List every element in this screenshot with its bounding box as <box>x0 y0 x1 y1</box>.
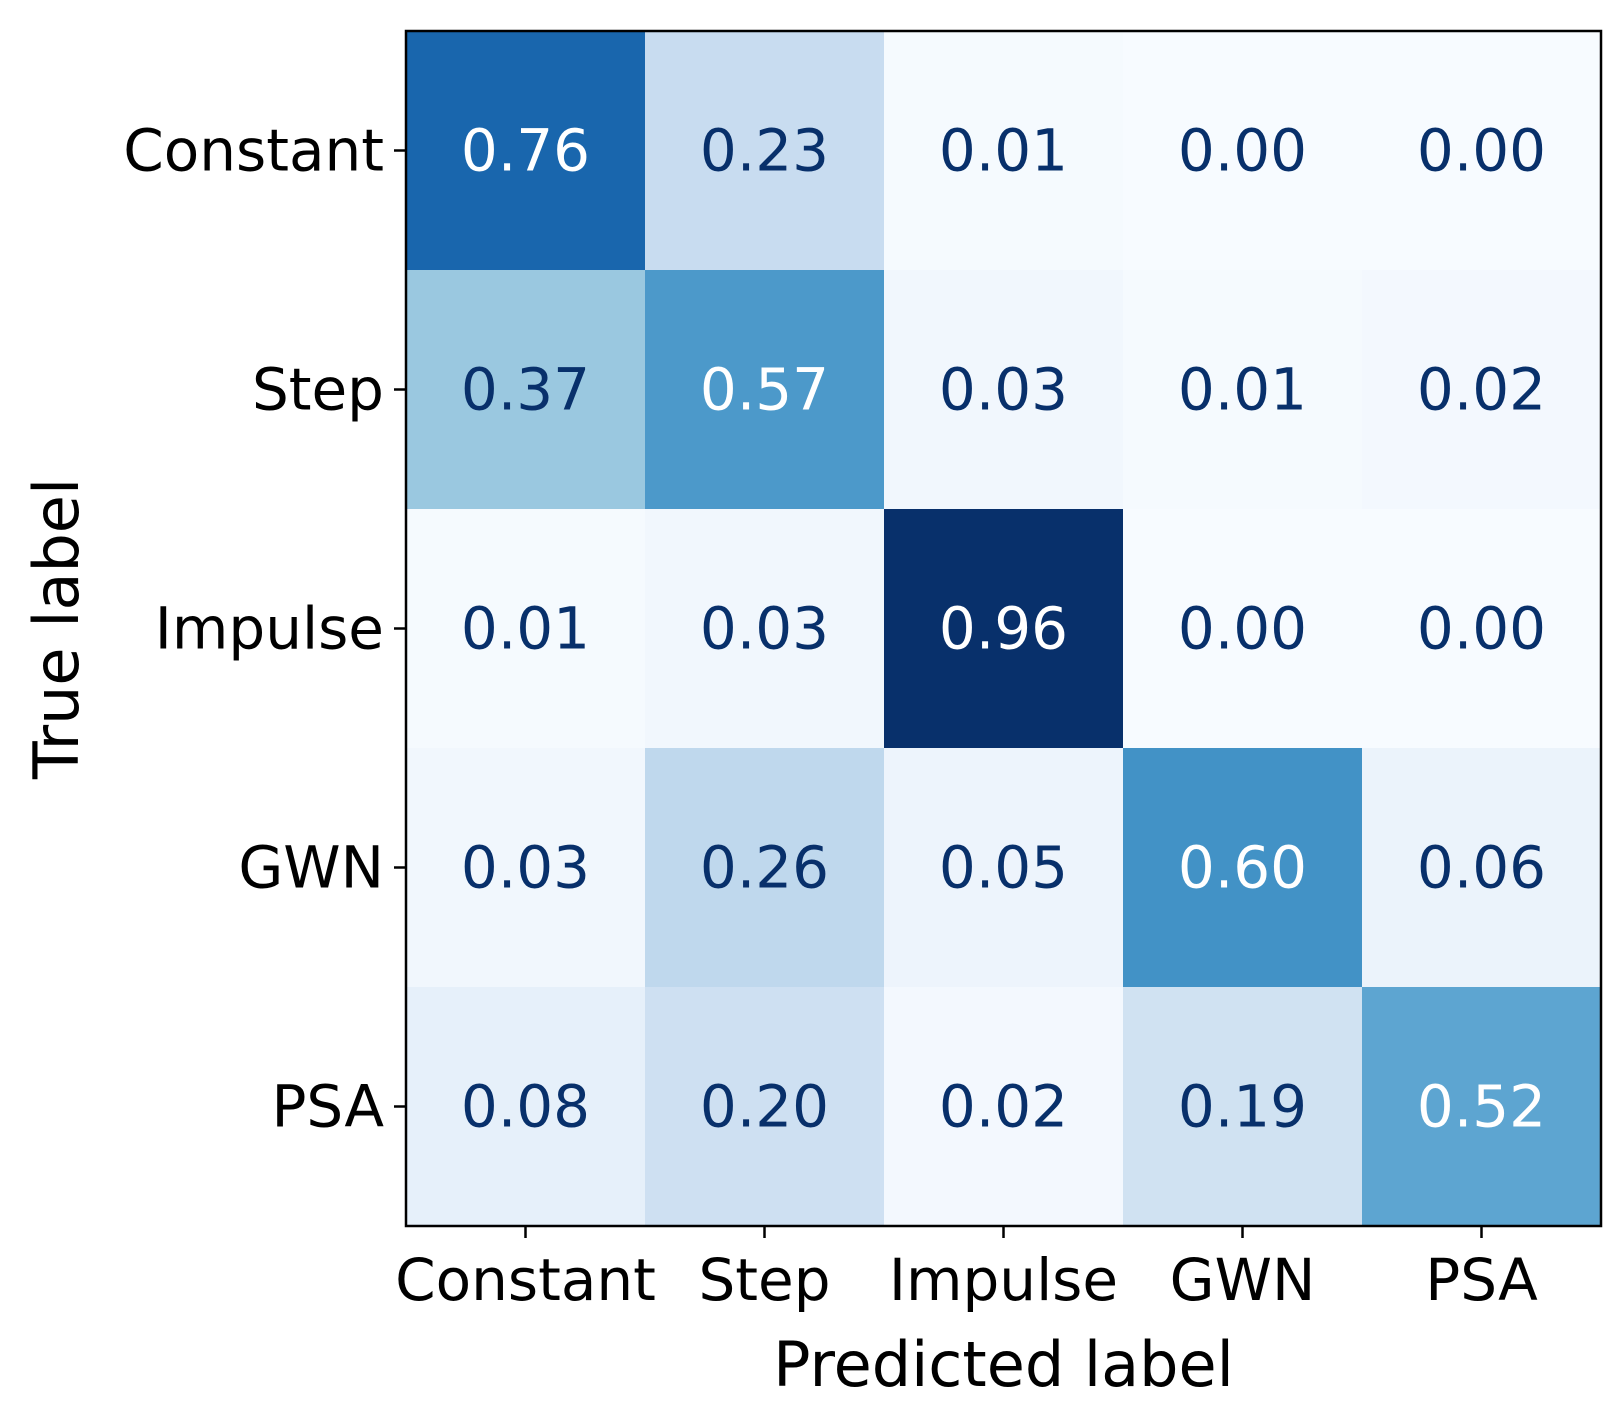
y-tick-label: Impulse <box>155 595 384 663</box>
cell-value-label: 0.01 <box>939 117 1068 185</box>
cell-value-label: 0.03 <box>939 356 1068 424</box>
heatmap-cell <box>1123 987 1363 1227</box>
heatmap-cell <box>1362 748 1602 988</box>
y-tick-label: PSA <box>271 1073 384 1141</box>
cell-value-label: 0.76 <box>461 117 590 185</box>
cell-value-label: 0.05 <box>939 834 1068 902</box>
cell-value-label: 0.00 <box>1417 595 1546 663</box>
heatmap-cell <box>645 509 885 749</box>
cell-value-label: 0.60 <box>1178 834 1307 902</box>
cell-value-label: 0.06 <box>1417 834 1546 902</box>
y-tick-label: Constant <box>123 117 384 185</box>
cell-value-label: 0.52 <box>1417 1073 1546 1141</box>
heatmap-cell <box>406 987 646 1227</box>
cell-value-label: 0.01 <box>1178 356 1307 424</box>
y-tick-label: Step <box>252 356 384 424</box>
heatmap-cell <box>884 509 1124 749</box>
x-tick-label: PSA <box>1425 1246 1538 1314</box>
heatmap-cell <box>406 748 646 988</box>
heatmap-cell <box>884 748 1124 988</box>
heatmap-cell <box>406 31 646 271</box>
heatmap-cell <box>1362 509 1602 749</box>
x-tick-label: Impulse <box>889 1246 1118 1314</box>
heatmap-cell <box>645 31 885 271</box>
heatmap-cell <box>1123 748 1363 988</box>
cell-value-label: 0.01 <box>461 595 590 663</box>
cell-value-label: 0.37 <box>461 356 590 424</box>
x-axis-ticks: Constant Step Impulse GWN PSA <box>395 1226 1538 1314</box>
heatmap-cell <box>1123 270 1363 510</box>
cell-value-label: 0.02 <box>939 1073 1068 1141</box>
cell-value-label: 0.00 <box>1178 595 1307 663</box>
cell-labels-layer: 0.76 0.23 0.01 0.00 0.00 0.37 0.57 0.03 0.01 0.02… <box>461 117 1546 1141</box>
heatmap-cell <box>884 987 1124 1227</box>
heatmap-cell <box>884 31 1124 271</box>
cell-value-label: 0.26 <box>700 834 829 902</box>
heatmap-cell <box>1123 31 1363 271</box>
cell-value-label: 0.19 <box>1178 1073 1307 1141</box>
x-tick-label: Constant <box>395 1246 656 1314</box>
heatmap-cell <box>645 987 885 1227</box>
cell-value-label: 0.02 <box>1417 356 1546 424</box>
cell-value-label: 0.00 <box>1417 117 1546 185</box>
cell-value-label: 0.20 <box>700 1073 829 1141</box>
heatmap-cell <box>1123 509 1363 749</box>
cell-value-label: 0.57 <box>700 356 829 424</box>
heatmap-cell <box>406 270 646 510</box>
x-tick-label: GWN <box>1170 1246 1316 1314</box>
cell-value-label: 0.03 <box>700 595 829 663</box>
x-tick-label: Step <box>698 1246 830 1314</box>
heatmap-cell <box>884 270 1124 510</box>
cell-value-label: 0.23 <box>700 117 829 185</box>
cells-layer <box>406 31 1602 1227</box>
heatmap-cell <box>645 748 885 988</box>
heatmap-cell <box>1362 987 1602 1227</box>
heatmap-cell <box>406 509 646 749</box>
y-tick-label: GWN <box>238 834 384 902</box>
y-axis-label: True label <box>20 478 93 780</box>
y-axis-ticks: Constant Step Impulse GWN PSA <box>123 117 406 1141</box>
cell-value-label: 0.08 <box>461 1073 590 1141</box>
cell-value-label: 0.96 <box>939 595 1068 663</box>
heatmap-cell <box>645 270 885 510</box>
heatmap-cell <box>1362 31 1602 271</box>
heatmap-cell <box>1362 270 1602 510</box>
cell-value-label: 0.03 <box>461 834 590 902</box>
x-axis-label: Predicted label <box>773 1328 1234 1401</box>
cell-value-label: 0.00 <box>1178 117 1307 185</box>
